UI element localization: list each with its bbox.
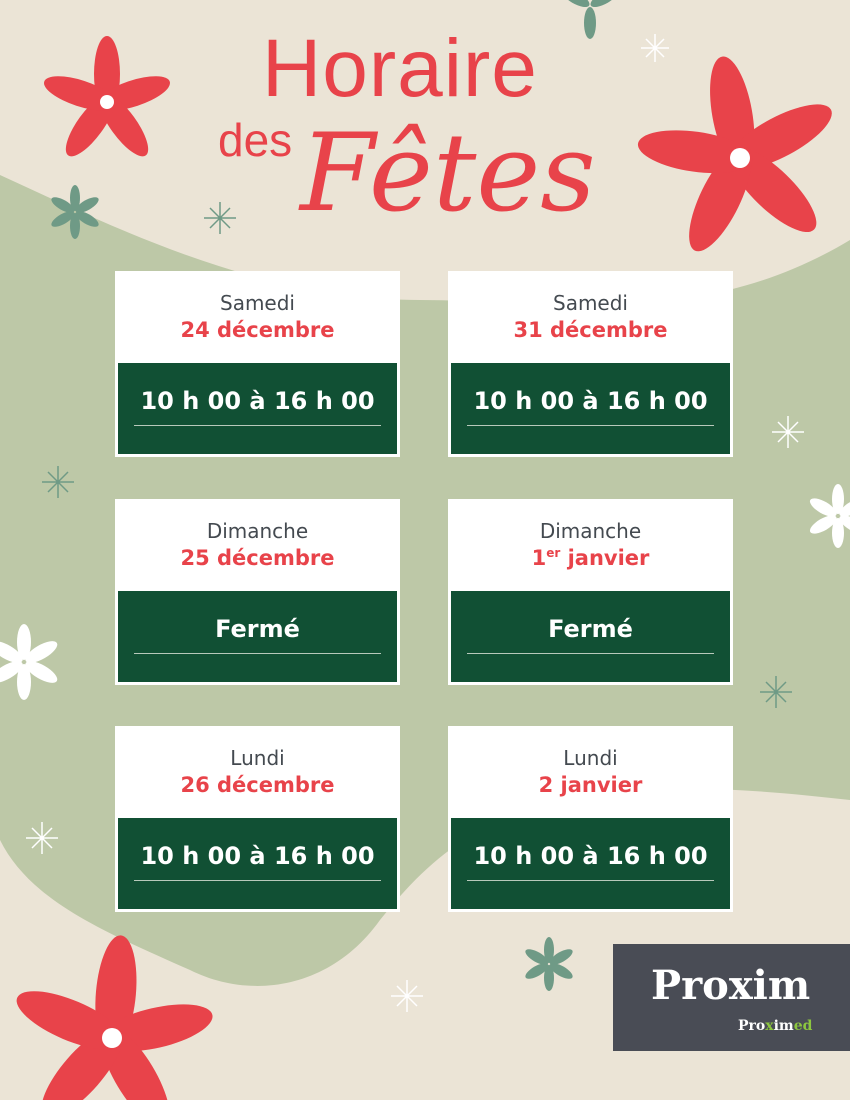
title-fetes: Fêtes bbox=[300, 111, 596, 236]
hours-panel: 10 h 00 à 16 h 00 bbox=[118, 363, 397, 454]
schedule-card: Lundi 2 janvier 10 h 00 à 16 h 00 bbox=[448, 726, 733, 912]
date-label: 24 décembre bbox=[180, 318, 335, 342]
hours-panel: 10 h 00 à 16 h 00 bbox=[118, 818, 397, 909]
day-label: Lundi bbox=[563, 746, 618, 770]
hours-panel: 10 h 00 à 16 h 00 bbox=[451, 363, 730, 454]
hours-text: 10 h 00 à 16 h 00 bbox=[473, 387, 708, 415]
hours-panel: Fermé bbox=[118, 591, 397, 682]
day-label: Dimanche bbox=[206, 519, 309, 543]
hours-text: 10 h 00 à 16 h 00 bbox=[473, 842, 708, 870]
title-horaire: Horaire bbox=[262, 23, 538, 114]
day-label: Samedi bbox=[553, 291, 628, 315]
divider bbox=[467, 880, 714, 881]
schedule-card: Lundi 26 décembre 10 h 00 à 16 h 00 bbox=[115, 726, 400, 912]
schedule-card: Dimanche 1er janvier Fermé bbox=[448, 499, 733, 685]
date-label: 1er janvier bbox=[448, 546, 733, 570]
snowflake-icon bbox=[51, 0, 619, 991]
divider bbox=[134, 425, 381, 426]
schedule-card: Dimanche 25 décembre Fermé bbox=[115, 499, 400, 685]
date-label: 25 décembre bbox=[180, 546, 335, 570]
date-month: janvier bbox=[560, 546, 650, 570]
date-ordinal: er bbox=[546, 546, 561, 560]
title-des: des bbox=[218, 114, 293, 166]
schedule-card: Samedi 31 décembre 10 h 00 à 16 h 00 bbox=[448, 271, 733, 457]
logo-brand: Proxim bbox=[651, 962, 811, 1009]
divider bbox=[467, 653, 714, 654]
date-number: 1 bbox=[531, 546, 547, 570]
date-label: 31 décembre bbox=[513, 318, 668, 342]
snowflake-icon bbox=[0, 484, 850, 700]
schedule-card: Samedi 24 décembre 10 h 00 à 16 h 00 bbox=[115, 271, 400, 457]
date-label: 2 janvier bbox=[538, 773, 643, 797]
day-label: Lundi bbox=[230, 746, 285, 770]
divider bbox=[467, 425, 714, 426]
day-label: Dimanche bbox=[539, 519, 642, 543]
poinsettia-icon bbox=[16, 36, 832, 1100]
date-label: 26 décembre bbox=[180, 773, 335, 797]
star-sparkle-icon bbox=[26, 34, 804, 1012]
day-label: Samedi bbox=[220, 291, 295, 315]
hours-text: Fermé bbox=[215, 615, 300, 643]
hours-panel: Fermé bbox=[451, 591, 730, 682]
hours-panel: 10 h 00 à 16 h 00 bbox=[451, 818, 730, 909]
divider bbox=[134, 653, 381, 654]
hours-text: Fermé bbox=[548, 615, 633, 643]
hours-text: 10 h 00 à 16 h 00 bbox=[140, 842, 375, 870]
divider bbox=[134, 880, 381, 881]
hours-text: 10 h 00 à 16 h 00 bbox=[140, 387, 375, 415]
logo-sub-brand: Proximed bbox=[738, 1018, 813, 1034]
proxim-logo: Proxim Proximed bbox=[613, 944, 850, 1051]
